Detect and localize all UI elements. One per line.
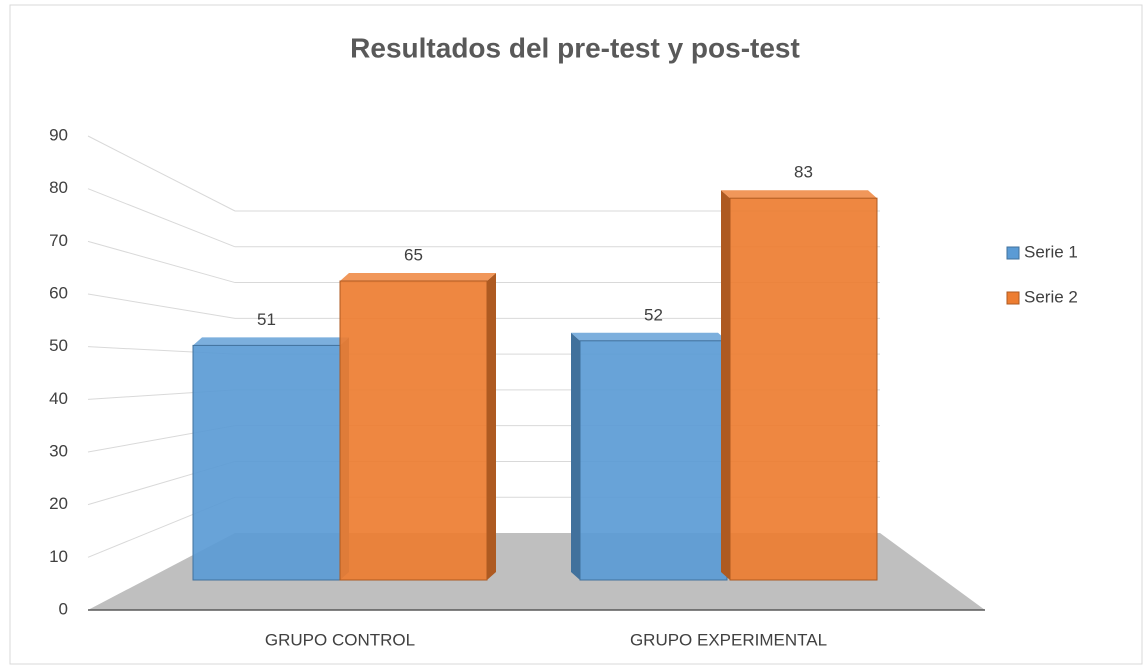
x-tick-label: GRUPO EXPERIMENTAL xyxy=(630,630,827,649)
legend-label: Serie 2 xyxy=(1024,287,1078,306)
grid-line xyxy=(87,188,236,248)
bar-side xyxy=(487,273,496,580)
y-tick-label: 30 xyxy=(49,441,68,460)
bar xyxy=(339,280,488,581)
legend-swatch xyxy=(1006,246,1020,260)
y-tick-label: 90 xyxy=(49,125,68,144)
bar-top xyxy=(721,190,877,199)
legend-swatch xyxy=(1006,291,1020,305)
grid-line xyxy=(87,240,236,284)
y-tick-label: 40 xyxy=(49,389,68,408)
y-tick-label: 80 xyxy=(49,178,68,197)
data-label: 65 xyxy=(404,245,423,264)
bar xyxy=(729,197,878,581)
grid-line xyxy=(87,293,236,319)
x-tick-label: GRUPO CONTROL xyxy=(265,630,415,649)
bar-top xyxy=(193,337,349,346)
bar xyxy=(192,344,341,581)
bar-side xyxy=(721,190,730,580)
y-tick-label: 10 xyxy=(49,547,68,566)
bar-top xyxy=(340,273,496,281)
grid-line xyxy=(87,135,236,212)
bar-side xyxy=(571,332,580,580)
y-tick-label: 70 xyxy=(49,231,68,250)
data-label: 51 xyxy=(257,310,276,329)
y-tick-label: 20 xyxy=(49,494,68,513)
legend-label: Serie 1 xyxy=(1024,242,1078,261)
data-label: 52 xyxy=(644,305,663,324)
bar-top xyxy=(571,332,727,341)
data-label: 83 xyxy=(794,163,813,182)
y-tick-label: 60 xyxy=(49,283,68,302)
chart-title: Resultados del pre-test y pos-test xyxy=(350,32,800,63)
y-tick-label: 0 xyxy=(59,599,68,618)
bar xyxy=(579,340,728,581)
y-tick-label: 50 xyxy=(49,336,68,355)
